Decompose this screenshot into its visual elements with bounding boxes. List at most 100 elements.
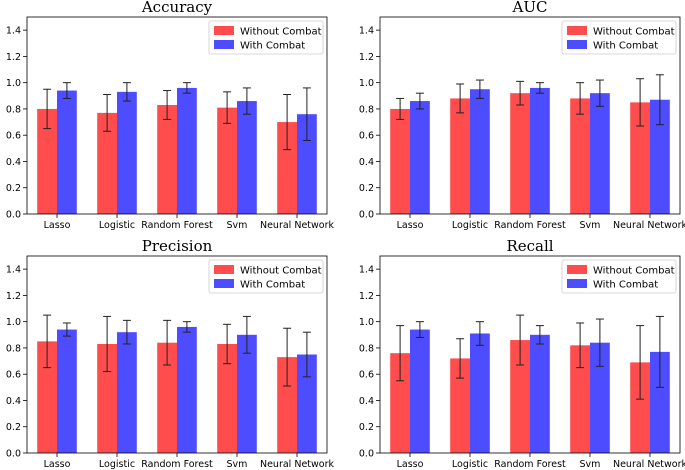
chart-panel-precision: Precision 0.0 0.2 0.4 0.6 0.8 1.0 1.2 1.4 Lasso Lo… — [6, 237, 335, 470]
x-tick-label: Svm — [580, 220, 601, 231]
y-tick-label: 1.4 — [359, 26, 374, 37]
bar-with-combat-svm — [590, 342, 610, 453]
bar-without-combat-logistic — [450, 358, 470, 453]
x-tick-label: Random Forest — [141, 220, 213, 231]
x-tick-label: Neural Network — [613, 459, 685, 470]
bar-with-combat-random-forest — [530, 87, 550, 214]
bar-without-combat-lasso — [37, 108, 57, 214]
y-tick-label: 0.0 — [6, 449, 21, 460]
y-tick-label: 0.2 — [359, 422, 374, 433]
bar-without-combat-random-forest — [510, 93, 530, 214]
x-tick-label: Neural Network — [260, 220, 335, 231]
bar-with-combat-logistic — [470, 333, 490, 453]
chart-panel-accuracy: Accuracy 0.0 0.2 0.4 0.6 0.8 1.0 1.2 1.4 Lasso Log… — [6, 0, 335, 231]
bar-without-combat-random-forest — [157, 104, 177, 214]
bar-without-combat-neural-network — [277, 357, 297, 453]
x-tick-label: Random Forest — [494, 220, 566, 231]
y-tick-label: 0.8 — [6, 104, 21, 115]
x-tick-label: Lasso — [44, 459, 71, 470]
legend-box — [561, 259, 677, 294]
y-tick-label: 1.4 — [6, 265, 21, 276]
plot-frame — [379, 255, 681, 454]
x-tick-label: Logistic — [99, 220, 135, 231]
x-tick-label: Svm — [227, 220, 248, 231]
y-tick-label: 1.0 — [359, 317, 374, 328]
bar-without-combat-svm — [570, 98, 590, 214]
y-tick-label: 0.4 — [359, 396, 374, 407]
y-tick-label: 0.6 — [359, 131, 374, 142]
bar-with-combat-logistic — [117, 332, 137, 453]
x-tick-label: Random Forest — [141, 459, 213, 470]
legend: Without Combat With Combat — [561, 20, 677, 55]
x-tick-label: Random Forest — [494, 459, 566, 470]
bar-with-combat-lasso — [57, 90, 77, 214]
y-tick-label: 0.8 — [359, 104, 374, 115]
legend-label: With Combat — [593, 41, 658, 52]
x-tick-label: Lasso — [397, 220, 424, 231]
chart-title: Recall — [506, 237, 553, 255]
legend-swatch — [214, 279, 234, 288]
plot-frame — [26, 255, 328, 454]
legend-swatch — [214, 26, 234, 35]
bar-with-combat-logistic — [470, 89, 490, 214]
x-tick-label: Svm — [227, 459, 248, 470]
legend-label: Without Combat — [240, 27, 322, 38]
x-tick-label: Logistic — [452, 220, 488, 231]
bar-with-combat-lasso — [57, 329, 77, 453]
x-tick-label: Lasso — [397, 459, 424, 470]
bar-with-combat-random-forest — [530, 334, 550, 453]
y-tick-label: 1.2 — [6, 291, 21, 302]
legend-swatch — [214, 40, 234, 49]
y-tick-label: 1.2 — [359, 52, 374, 63]
y-tick-label: 0.8 — [359, 343, 374, 354]
legend-label: Without Combat — [240, 266, 322, 277]
bar-with-combat-neural-network — [297, 354, 317, 453]
bar-without-combat-svm — [570, 345, 590, 453]
bar-with-combat-svm — [590, 93, 610, 214]
bar-with-combat-neural-network — [297, 114, 317, 214]
legend-swatch — [214, 265, 234, 274]
x-tick-label: Lasso — [44, 220, 71, 231]
chart-title: Precision — [142, 237, 213, 255]
bar-without-combat-neural-network — [277, 122, 297, 214]
legend: Without Combat With Combat — [208, 20, 324, 55]
x-tick-label: Logistic — [452, 459, 488, 470]
bar-without-combat-logistic — [97, 343, 117, 453]
y-tick-label: 0.0 — [359, 210, 374, 221]
bar-with-combat-neural-network — [650, 99, 670, 214]
legend: Without Combat With Combat — [561, 259, 677, 294]
y-tick-label: 0.4 — [6, 157, 21, 168]
x-tick-label: Neural Network — [613, 220, 685, 231]
legend-box — [208, 259, 324, 294]
chart-title: AUC — [512, 0, 548, 16]
plot-frame — [379, 16, 681, 215]
y-tick-label: 0.4 — [6, 396, 21, 407]
bar-without-combat-lasso — [37, 341, 57, 453]
y-tick-label: 0.0 — [359, 449, 374, 460]
bar-with-combat-neural-network — [650, 351, 670, 453]
bar-with-combat-random-forest — [177, 87, 197, 214]
y-tick-label: 1.4 — [359, 265, 374, 276]
y-tick-label: 1.0 — [359, 78, 374, 89]
legend-label: Without Combat — [593, 266, 675, 277]
bar-with-combat-random-forest — [177, 326, 197, 453]
legend-label: With Combat — [240, 41, 305, 52]
bar-without-combat-random-forest — [157, 342, 177, 453]
bar-with-combat-svm — [237, 101, 257, 214]
bar-without-combat-neural-network — [630, 362, 650, 453]
y-tick-label: 0.8 — [6, 343, 21, 354]
bar-without-combat-svm — [217, 107, 237, 214]
y-tick-label: 0.2 — [6, 422, 21, 433]
bar-without-combat-neural-network — [630, 102, 650, 214]
y-tick-label: 0.6 — [6, 131, 21, 142]
legend-swatch — [567, 40, 587, 49]
bar-without-combat-lasso — [390, 108, 410, 214]
legend-swatch — [567, 279, 587, 288]
y-tick-label: 0.2 — [359, 183, 374, 194]
bar-without-combat-svm — [217, 343, 237, 453]
y-tick-label: 0.2 — [6, 183, 21, 194]
legend-label: With Combat — [240, 280, 305, 291]
y-tick-label: 1.0 — [6, 78, 21, 89]
y-tick-label: 1.0 — [6, 317, 21, 328]
